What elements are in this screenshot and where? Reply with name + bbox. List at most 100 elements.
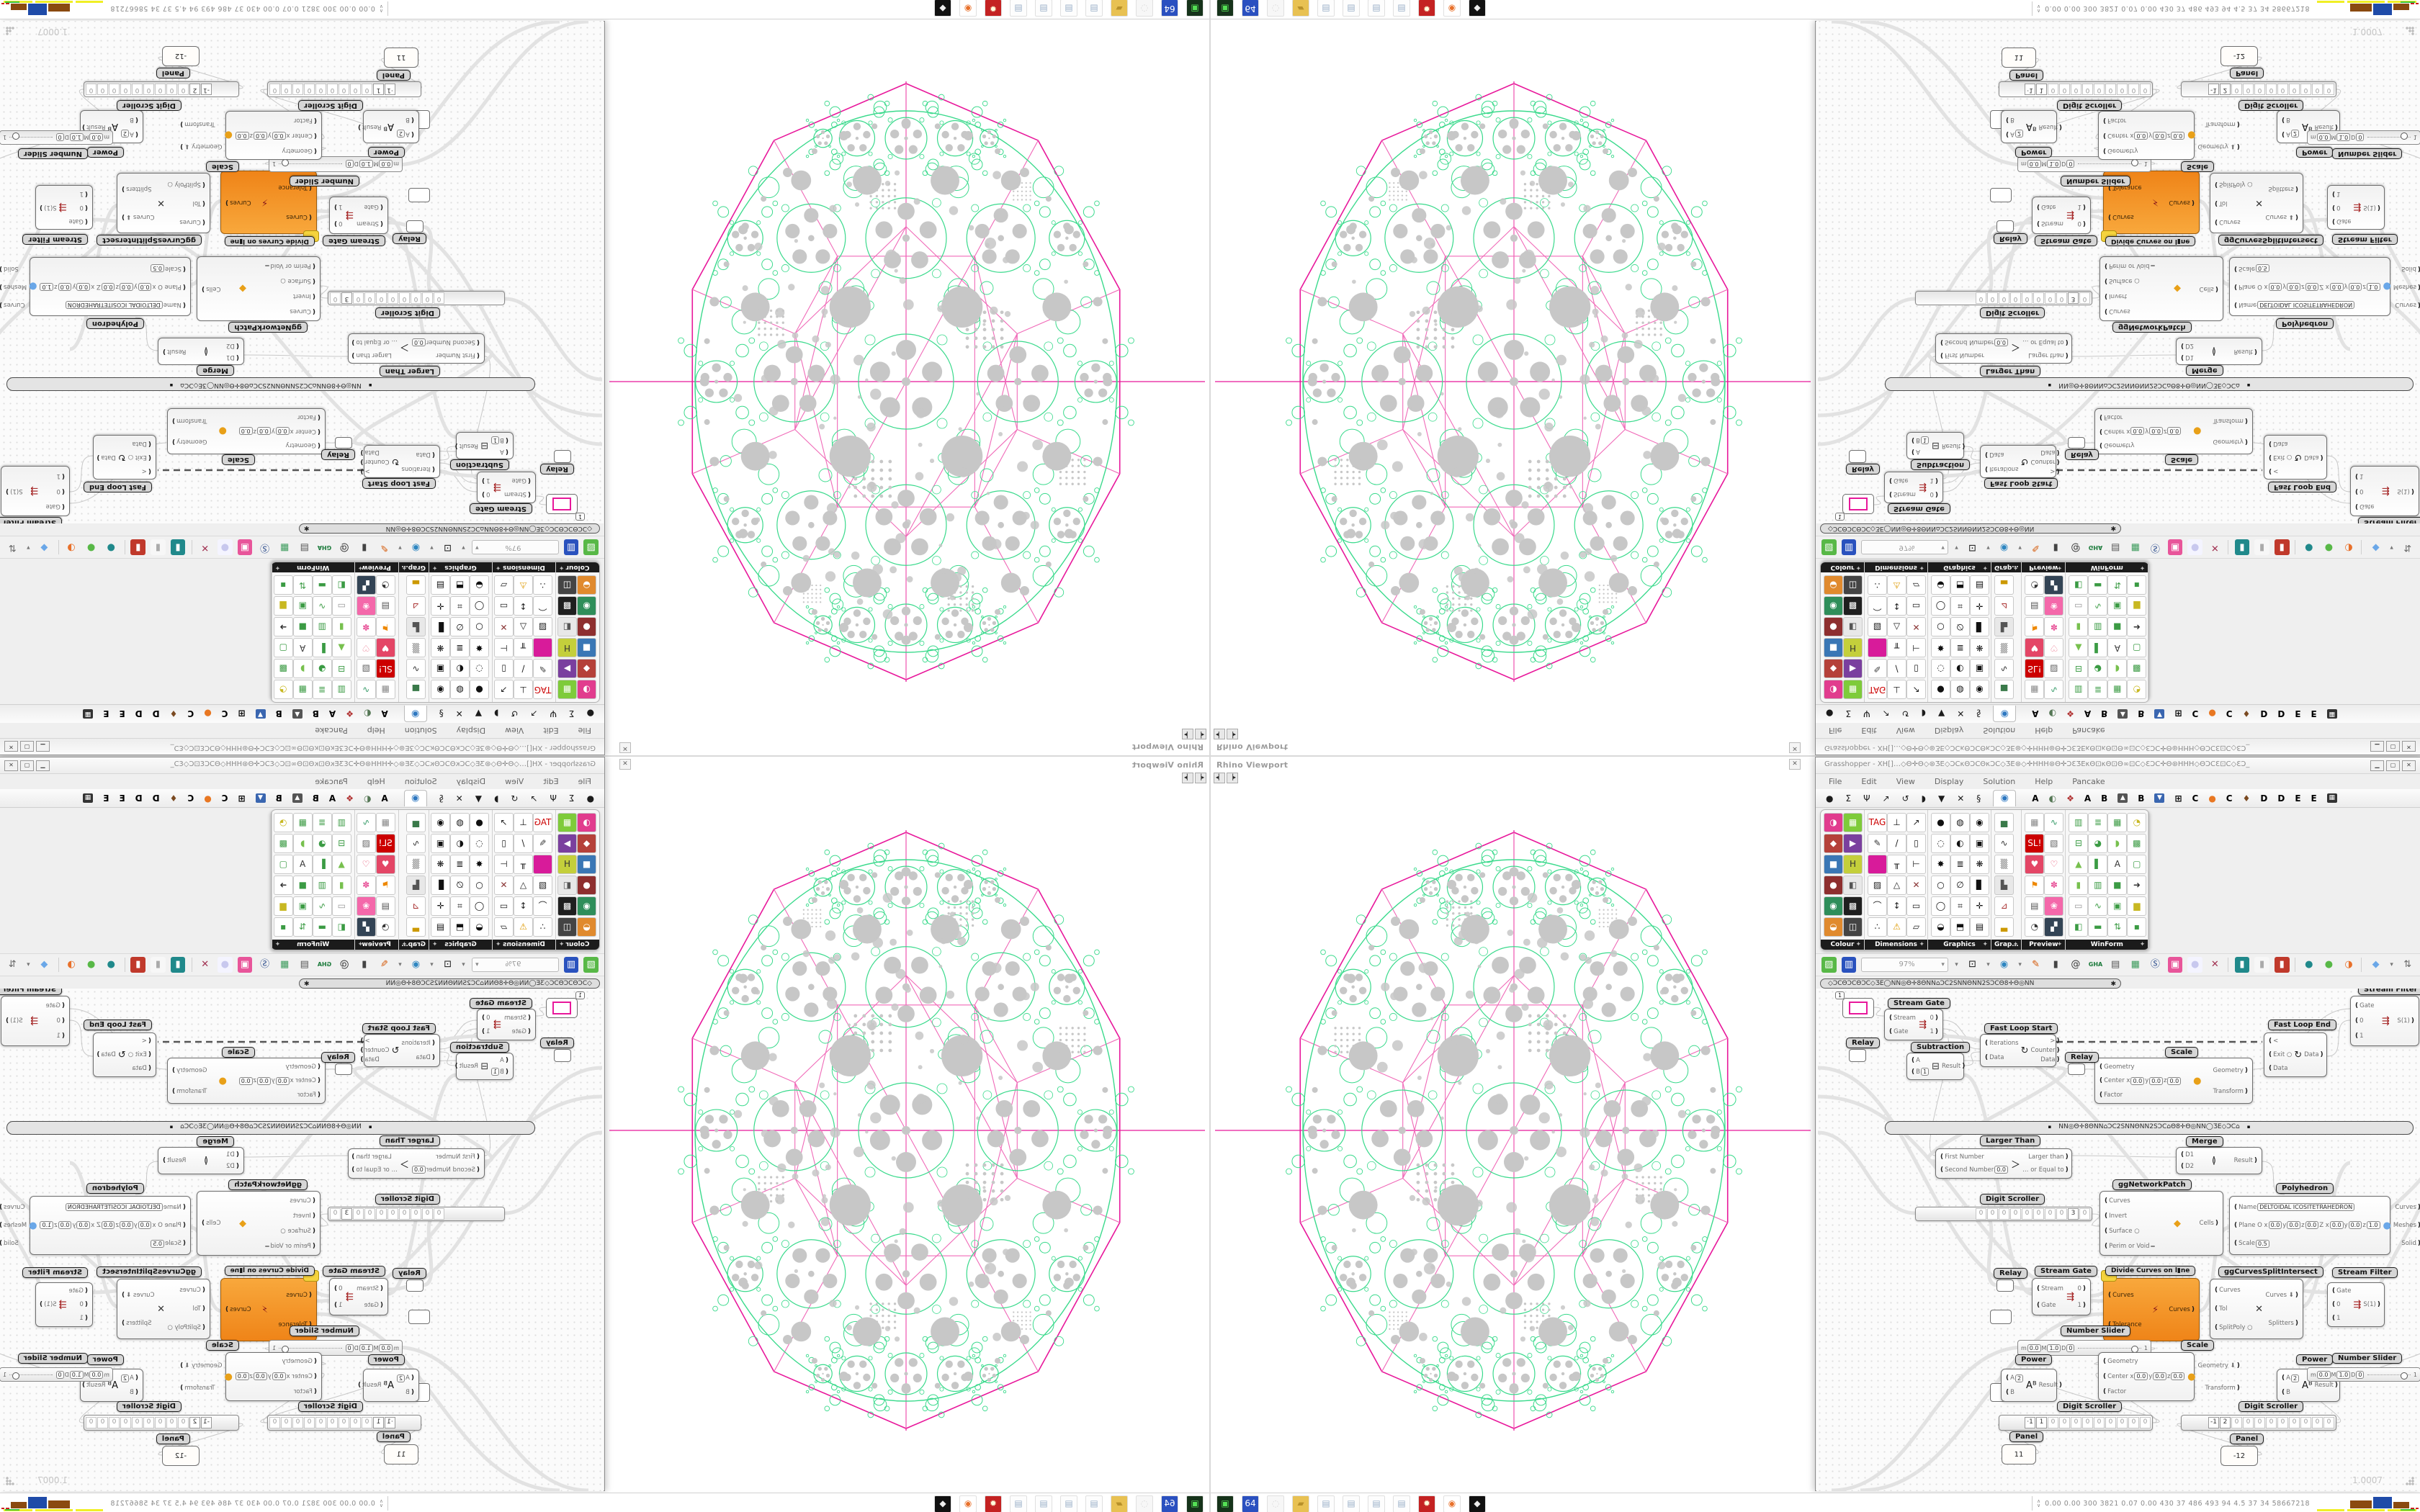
- palette-component-icon[interactable]: A: [2107, 638, 2128, 657]
- palette-component-icon[interactable]: ❀: [2044, 596, 2064, 616]
- gg-curves-split-intersect-label[interactable]: ggCurvesSplitIntersect: [2218, 235, 2323, 246]
- plugin-tab[interactable]: C: [2192, 708, 2199, 719]
- palette-component-icon[interactable]: ▣: [292, 896, 313, 916]
- plugin-tab[interactable]: C: [2226, 793, 2233, 804]
- palette-component-icon[interactable]: ▬: [312, 917, 332, 937]
- palette-component-icon[interactable]: ⊢: [1906, 855, 1926, 874]
- palette-component-icon[interactable]: ✛: [1970, 596, 1989, 616]
- stream-gate-1[interactable]: (Stream(Gate ⇶ 0) 1): [477, 472, 536, 503]
- menu-solution[interactable]: Solution: [404, 726, 437, 736]
- merge-label[interactable]: Merge: [2186, 365, 2223, 376]
- palette-component-icon[interactable]: ■: [2107, 617, 2128, 636]
- palette-group-label[interactable]: Preview ✦: [354, 940, 398, 950]
- palette-component-icon[interactable]: ▯: [494, 834, 514, 853]
- palette-group-label[interactable]: Grap… ✦: [398, 940, 429, 950]
- category-tab-icon[interactable]: ▼: [1937, 793, 1945, 804]
- palette-component-icon[interactable]: ◧: [1843, 876, 1863, 895]
- fast-loop-end-label[interactable]: Fast Loop End: [2268, 482, 2337, 492]
- upd-toolbar-icon[interactable]: ⇅: [8, 542, 17, 553]
- category-tab-icon[interactable]: ▼: [475, 708, 483, 719]
- minimize-button[interactable]: ▁: [2370, 760, 2384, 771]
- menu-view[interactable]: View: [1896, 726, 1915, 736]
- menu-solution[interactable]: Solution: [1983, 776, 2016, 786]
- palette-component-icon[interactable]: ▩: [2127, 834, 2147, 853]
- palette-component-icon[interactable]: ▶: [1843, 834, 1863, 853]
- grasshopper-titlebar[interactable]: Grasshopper - XH[]…◇Θ✛Θ◇⊛ƷΕ◇ƆϹκΘƆϹΘκƆϹ◇Ʒ…: [1816, 738, 2420, 755]
- plugin-tab[interactable]: B: [2101, 708, 2108, 719]
- door-toolbar-icon[interactable]: ▮: [362, 959, 367, 970]
- notepad-icon[interactable]: ▤: [1035, 1495, 1052, 1512]
- palette-group-label[interactable]: WinForm ✦: [272, 940, 354, 950]
- category-tab-icon[interactable]: ◗: [1921, 708, 1926, 719]
- plugin-tab-icon[interactable]: ▲: [292, 793, 302, 803]
- disc-icon[interactable]: ◌: [1136, 1495, 1153, 1512]
- merge[interactable]: (D1(D2 ≬ Result): [2176, 338, 2262, 365]
- dropdown-caret-icon[interactable]: ▾: [2390, 961, 2393, 968]
- maximize-button[interactable]: ▢: [20, 760, 34, 771]
- stream-gate-2-label[interactable]: Stream Gate: [2035, 235, 2097, 246]
- palette-component-icon[interactable]: ⚠: [514, 917, 533, 937]
- firefox-icon[interactable]: ◉: [1443, 1495, 1461, 1512]
- gha-toolbar-icon[interactable]: GHA: [317, 961, 332, 968]
- fast-loop-start[interactable]: (Iterations(Data ↻ >) Counter) Data): [360, 445, 440, 478]
- palette-component-icon[interactable]: ▦: [375, 813, 395, 832]
- resize-grip[interactable]: [6, 27, 14, 35]
- palette-component-icon[interactable]: ❀: [2044, 896, 2064, 916]
- palette-component-icon[interactable]: ✸: [470, 638, 489, 657]
- palette-component-icon[interactable]: ▆: [273, 596, 293, 616]
- folder-icon[interactable]: ▰: [1292, 0, 1309, 17]
- palette-component-icon[interactable]: ▲: [331, 855, 351, 874]
- plugin-tab[interactable]: ●: [2208, 708, 2216, 719]
- palette-component-icon[interactable]: ▶: [557, 659, 577, 678]
- floppy64-icon[interactable]: 64: [1161, 0, 1178, 17]
- desktop-icon[interactable]: ▣: [1216, 0, 1234, 17]
- cylr-toolbar-icon[interactable]: ▮: [2274, 539, 2290, 555]
- notepad-icon[interactable]: ▤: [1010, 1495, 1027, 1512]
- palette-component-icon[interactable]: ▒: [1994, 638, 2014, 657]
- stream-gate-1[interactable]: (Stream(Gate ⇶ 0) 1): [1884, 472, 1943, 503]
- ballt-toolbar-icon[interactable]: ●: [107, 959, 115, 970]
- palette-component-icon[interactable]: ▊: [1970, 876, 1989, 895]
- colour-swatch[interactable]: [1842, 998, 1874, 1018]
- palette-component-icon[interactable]: ⊥: [1887, 813, 1906, 832]
- plugin-tab[interactable]: A: [328, 793, 336, 804]
- stream-filter-2-label[interactable]: Stream Filter: [22, 234, 88, 245]
- palette-component-icon[interactable]: ♡: [2044, 855, 2064, 874]
- palette-component-icon[interactable]: ✕: [494, 876, 514, 895]
- palette-component-icon[interactable]: ◆: [577, 834, 596, 853]
- loupe-toolbar-icon[interactable]: Ⓢ: [260, 959, 270, 970]
- at-toolbar-icon[interactable]: @: [339, 959, 349, 970]
- panel-11-label[interactable]: Panel: [2009, 70, 2044, 81]
- palette-component-icon[interactable]: ▩: [1843, 596, 1863, 616]
- wolf-icon[interactable]: ◆: [1469, 0, 1486, 17]
- palette-component-icon[interactable]: ◆: [577, 659, 596, 678]
- palette-component-icon[interactable]: [1868, 638, 1887, 657]
- palette-group-label[interactable]: Preview ✦: [2022, 940, 2066, 950]
- palette-component-icon[interactable]: ◧: [557, 617, 577, 636]
- resize-grip[interactable]: [6, 1477, 14, 1485]
- power-a[interactable]: (A 2(B Aᴮ Result): [2001, 1369, 2062, 1402]
- notepad-icon[interactable]: ▤: [1393, 1495, 1410, 1512]
- palette-component-icon[interactable]: ▣: [1970, 834, 1989, 853]
- plugin-tab[interactable]: ●: [2208, 793, 2216, 804]
- gh-canvas[interactable]: 1 Stream Gate(Stream(Gate ⇶ 0) 1) Relay Fast L…: [1816, 989, 2420, 1491]
- palette-component-icon[interactable]: ▭: [494, 896, 514, 916]
- cylw-toolbar-icon[interactable]: ▮: [2254, 957, 2269, 973]
- palette-component-icon[interactable]: ■: [2107, 876, 2128, 895]
- dropdown-caret-icon[interactable]: ▾: [1986, 961, 1990, 968]
- palette-component-icon[interactable]: ▙: [1994, 876, 2014, 895]
- stream-filter-2[interactable]: (Gate(0(1 ⇶ S(1)): [35, 185, 93, 230]
- cylt-toolbar-icon[interactable]: ▮: [2234, 539, 2250, 555]
- plugin-tab[interactable]: A: [328, 708, 336, 719]
- palette-component-icon[interactable]: ▤: [431, 575, 450, 595]
- palette-component-icon[interactable]: ◉: [577, 596, 596, 616]
- scale-lower-label[interactable]: Scale: [205, 161, 239, 172]
- palette-component-icon[interactable]: ⊢: [1906, 638, 1926, 657]
- cylr-toolbar-icon[interactable]: ▮: [130, 957, 146, 973]
- power-a-label[interactable]: Power: [2015, 1354, 2053, 1365]
- rhino-viewport[interactable]: Rhino Viewport ◂▏ ▕▸ ✕: [605, 757, 1209, 1493]
- palette-component-icon[interactable]: ▬: [2088, 917, 2108, 937]
- digit-scroller-1[interactable]: ·1 1 0 0 0 0 0 0 0 0 0: [1999, 81, 2153, 97]
- palette-component-icon[interactable]: ⚑: [2025, 617, 2045, 636]
